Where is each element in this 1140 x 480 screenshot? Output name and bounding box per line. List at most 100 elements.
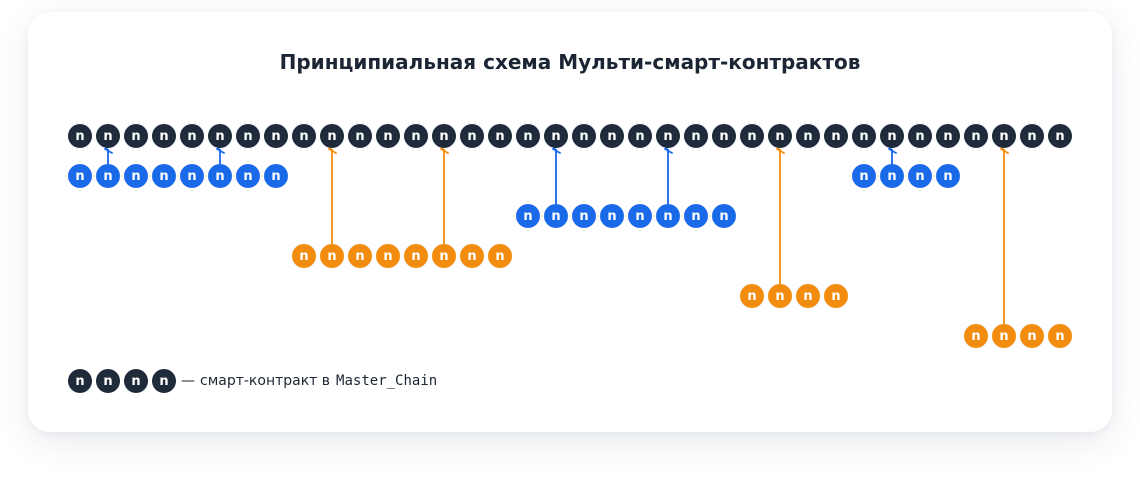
blue-chain-node: n xyxy=(936,164,960,188)
svg-text:n: n xyxy=(1027,329,1036,344)
master-chain-node: n xyxy=(292,124,316,148)
master-chain-node: n xyxy=(96,124,120,148)
svg-text:n: n xyxy=(523,129,532,144)
legend-node: n xyxy=(68,369,92,393)
blue-chain-node: n xyxy=(852,164,876,188)
orange-chain-node: n xyxy=(992,324,1016,348)
orange-chain-node: n xyxy=(488,244,512,268)
svg-text:n: n xyxy=(887,169,896,184)
master-chain-node: n xyxy=(656,124,680,148)
blue-chain-node: n xyxy=(712,204,736,228)
master-chain-node: n xyxy=(992,124,1016,148)
blue-chain-node: n xyxy=(572,204,596,228)
orange-chain-node: n xyxy=(740,284,764,308)
svg-text:n: n xyxy=(551,129,560,144)
legend-node: n xyxy=(124,369,148,393)
svg-text:n: n xyxy=(411,249,420,264)
svg-text:n: n xyxy=(719,129,728,144)
svg-text:n: n xyxy=(327,129,336,144)
svg-text:n: n xyxy=(299,249,308,264)
diagram-card xyxy=(28,12,1112,432)
svg-text:n: n xyxy=(607,209,616,224)
svg-text:n: n xyxy=(691,209,700,224)
master-chain-node: n xyxy=(684,124,708,148)
svg-text:n: n xyxy=(467,249,476,264)
svg-text:n: n xyxy=(859,129,868,144)
svg-text:n: n xyxy=(607,129,616,144)
blue-chain-node: n xyxy=(684,204,708,228)
master-chain-node: n xyxy=(544,124,568,148)
svg-text:n: n xyxy=(803,289,812,304)
svg-text:n: n xyxy=(75,129,84,144)
master-chain-node: n xyxy=(152,124,176,148)
legend-dash: — xyxy=(181,373,195,389)
blue-chain-node: n xyxy=(600,204,624,228)
svg-text:n: n xyxy=(831,289,840,304)
master-chain-node: n xyxy=(208,124,232,148)
master-chain-node: n xyxy=(180,124,204,148)
svg-text:n: n xyxy=(635,129,644,144)
svg-text:n: n xyxy=(243,169,252,184)
diagram-title: Принципиальная схема Мульти-смарт-контра… xyxy=(279,50,861,74)
legend-text: смарт-контракт в xyxy=(200,373,331,389)
svg-text:n: n xyxy=(187,129,196,144)
orange-chain-node: n xyxy=(404,244,428,268)
orange-chain-node: n xyxy=(348,244,372,268)
svg-text:n: n xyxy=(159,129,168,144)
svg-text:n: n xyxy=(439,249,448,264)
orange-chain-node: n xyxy=(292,244,316,268)
svg-text:n: n xyxy=(523,209,532,224)
svg-text:n: n xyxy=(327,249,336,264)
svg-text:n: n xyxy=(551,209,560,224)
svg-text:n: n xyxy=(383,249,392,264)
master-chain-node: n xyxy=(600,124,624,148)
master-chain-node: n xyxy=(404,124,428,148)
master-chain-node: n xyxy=(432,124,456,148)
svg-text:n: n xyxy=(467,129,476,144)
master-chain-node: n xyxy=(1020,124,1044,148)
master-chain-node: n xyxy=(376,124,400,148)
svg-text:n: n xyxy=(1027,129,1036,144)
svg-text:n: n xyxy=(159,169,168,184)
master-chain-node: n xyxy=(572,124,596,148)
master-chain-node: n xyxy=(1048,124,1072,148)
master-chain-node: n xyxy=(796,124,820,148)
master-chain-node: n xyxy=(852,124,876,148)
blue-chain-node: n xyxy=(908,164,932,188)
svg-text:n: n xyxy=(775,289,784,304)
legend-node: n xyxy=(96,369,120,393)
svg-text:n: n xyxy=(747,289,756,304)
svg-text:n: n xyxy=(355,129,364,144)
master-chain-node: n xyxy=(68,124,92,148)
orange-chain-node: n xyxy=(320,244,344,268)
svg-text:n: n xyxy=(187,169,196,184)
master-chain-node: n xyxy=(740,124,764,148)
svg-text:n: n xyxy=(75,169,84,184)
blue-chain-node: n xyxy=(236,164,260,188)
svg-text:n: n xyxy=(271,129,280,144)
orange-chain-node: n xyxy=(796,284,820,308)
svg-text:n: n xyxy=(663,129,672,144)
svg-text:n: n xyxy=(131,129,140,144)
orange-chain-node: n xyxy=(432,244,456,268)
orange-chain-node: n xyxy=(768,284,792,308)
legend-code: Master_Chain xyxy=(336,373,438,389)
orange-chain-node: n xyxy=(1020,324,1044,348)
svg-text:n: n xyxy=(355,249,364,264)
svg-text:n: n xyxy=(719,209,728,224)
svg-text:n: n xyxy=(971,129,980,144)
master-chain-node: n xyxy=(124,124,148,148)
master-chain-node: n xyxy=(936,124,960,148)
svg-text:n: n xyxy=(243,129,252,144)
svg-text:n: n xyxy=(859,169,868,184)
blue-chain-node: n xyxy=(68,164,92,188)
svg-text:n: n xyxy=(971,329,980,344)
svg-text:n: n xyxy=(803,129,812,144)
blue-chain-node: n xyxy=(96,164,120,188)
blue-chain-node: n xyxy=(544,204,568,228)
svg-text:n: n xyxy=(775,129,784,144)
master-chain-node: n xyxy=(880,124,904,148)
legend-node: n xyxy=(152,369,176,393)
svg-text:n: n xyxy=(1055,129,1064,144)
